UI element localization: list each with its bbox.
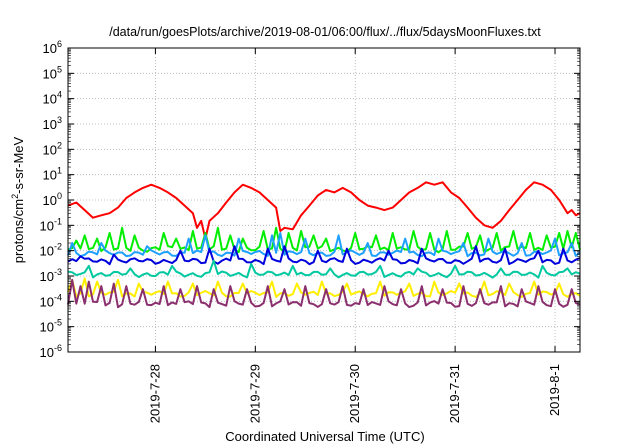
series-line-1 [67, 181, 581, 240]
y-tick-label: 10-5 [40, 318, 62, 335]
y-tick-label: 102 [43, 140, 62, 157]
y-tick-label: 106 [43, 39, 62, 56]
y-tick-label: 10-3 [40, 267, 62, 284]
y-tick-exponent: -2 [54, 242, 62, 252]
chart-title: /data/run/goesPlots/archive/2019-08-01/0… [109, 25, 541, 39]
y-axis-label: protons/cm2-s-sr-MeV [10, 136, 26, 263]
y-tick-exponent: -1 [54, 216, 62, 226]
y-axis-label-sup: 2 [10, 194, 20, 199]
y-tick-exponent: 0 [57, 191, 62, 201]
y-tick-label: 103 [43, 115, 62, 132]
y-tick-base: 10 [40, 320, 54, 335]
y-tick-base: 10 [40, 244, 54, 259]
x-tick-labels: 2019-7-28 2019-7-29 2019-7-30 2019-7-31 2019… [147, 364, 562, 423]
y-tick-label: 10-6 [40, 343, 62, 360]
x-tick-label: 2019-7-29 [247, 364, 262, 423]
x-tick-label: 2019-8-1 [547, 364, 562, 416]
series-line-3 [67, 232, 581, 258]
y-tick-base: 10 [40, 218, 54, 233]
x-tick-label: 2019-7-31 [447, 364, 462, 423]
y-tick-exponent: 4 [57, 90, 62, 100]
y-axis-label-part: protons/cm [11, 199, 26, 263]
series-line-6 [67, 277, 581, 298]
y-tick-base: 10 [43, 92, 57, 107]
y-tick-label: 10-4 [40, 292, 62, 309]
y-tick-base: 10 [40, 294, 54, 309]
y-tick-exponent: 6 [57, 39, 62, 49]
y-tick-exponent: 2 [57, 140, 62, 150]
y-tick-exponent: 3 [57, 115, 62, 125]
y-tick-label: 104 [43, 90, 62, 107]
x-tick-label: 2019-7-28 [147, 364, 162, 423]
x-axis-label: Coordinated Universal Time (UTC) [225, 429, 424, 444]
y-tick-base: 10 [43, 193, 57, 208]
series-line-5 [67, 259, 581, 279]
y-tick-base: 10 [43, 66, 57, 81]
y-tick-exponent: 5 [57, 64, 62, 74]
y-tick-exponent: -4 [54, 292, 62, 302]
y-tick-exponent: -3 [54, 267, 62, 277]
series-group [67, 181, 581, 309]
y-tick-base: 10 [43, 117, 57, 132]
y-tick-labels: 10-610-510-410-310-210-11001011021031041… [40, 39, 62, 360]
series-line-7 [67, 278, 581, 309]
y-tick-exponent: 1 [57, 166, 62, 176]
y-tick-base: 10 [43, 41, 57, 56]
grid [68, 48, 580, 352]
y-tick-label: 10-1 [40, 216, 62, 233]
axis-ticks [68, 47, 580, 353]
y-axis-label-part: -s-sr-MeV [11, 136, 26, 193]
y-tick-base: 10 [43, 168, 57, 183]
y-tick-base: 10 [40, 269, 54, 284]
y-tick-base: 10 [43, 142, 57, 157]
x-tick-label: 2019-7-30 [347, 364, 362, 423]
y-tick-label: 100 [43, 191, 62, 208]
y-tick-base: 10 [40, 345, 54, 360]
series-line-2 [67, 226, 581, 254]
y-tick-exponent: -5 [54, 318, 62, 328]
y-tick-label: 10-2 [40, 242, 62, 259]
y-tick-label: 101 [43, 166, 62, 183]
y-tick-label: 105 [43, 64, 62, 81]
y-tick-exponent: -6 [54, 343, 62, 353]
series-line-4 [67, 245, 581, 266]
